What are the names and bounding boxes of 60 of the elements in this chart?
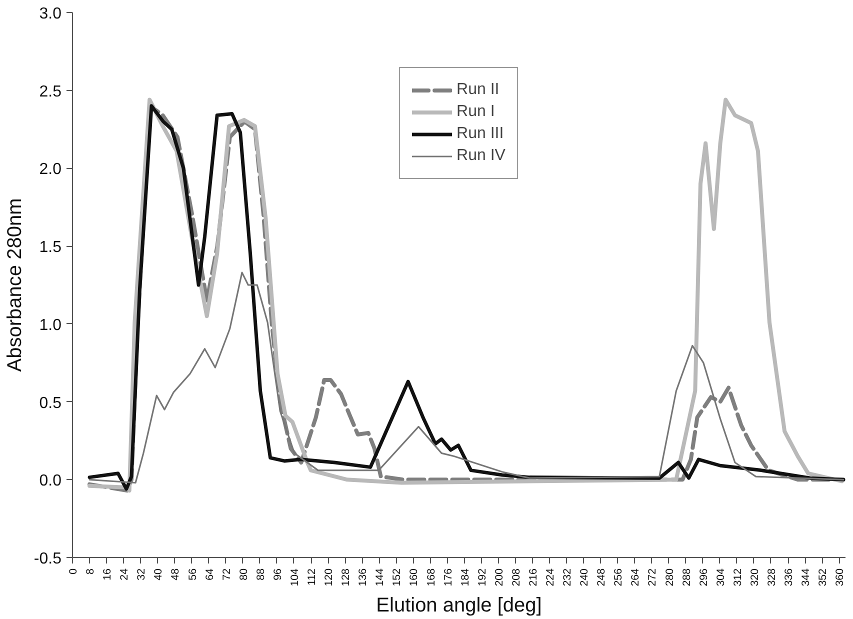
x-tick-label: 248 [596, 568, 608, 586]
x-tick-label: 56 [186, 568, 199, 580]
x-tick-label: 296 [698, 568, 710, 586]
x-tick-label: 312 [732, 568, 744, 586]
x-tick-label: 120 [323, 568, 336, 586]
x-tick-label: 288 [680, 568, 693, 586]
legend-label: Run III [456, 125, 504, 143]
x-axis-title: Elution angle [deg] [376, 594, 542, 616]
x-tick-label: 48 [170, 568, 182, 580]
x-tick-label: 8 [84, 568, 97, 574]
x-tick-label: 264 [630, 568, 642, 586]
x-tick-label: 176 [442, 568, 454, 586]
x-tick-label: 320 [748, 568, 761, 586]
x-tick-label: 16 [102, 568, 114, 580]
x-tick-label: 200 [493, 568, 506, 586]
x-tick-label: 352 [817, 568, 830, 586]
y-tick-label: 3.0 [39, 6, 62, 22]
x-tick-label: 328 [766, 568, 778, 586]
x-tick-label: 360 [834, 568, 846, 586]
x-tick-label: 96 [272, 568, 284, 580]
x-tick-label: 112 [306, 568, 318, 586]
x-tick-label: 336 [783, 568, 796, 586]
x-tick-label: 32 [136, 568, 148, 580]
x-tick-label: 160 [408, 568, 420, 586]
x-tick-label: 232 [562, 568, 574, 586]
x-tick-label: 184 [459, 568, 472, 586]
x-tick-label: 88 [254, 568, 267, 580]
y-tick-label: 2.0 [39, 161, 62, 178]
x-tick-label: 80 [238, 568, 250, 580]
y-tick-label: 1.5 [39, 239, 62, 256]
y-tick-label: 2.5 [39, 83, 62, 100]
x-tick-label: 168 [425, 568, 438, 586]
x-tick-label: 64 [204, 568, 216, 580]
x-tick-label: 280 [664, 568, 676, 586]
x-tick-label: 136 [357, 568, 370, 586]
legend-label: Run I [456, 103, 495, 121]
x-tick-label: 256 [612, 568, 625, 586]
x-tick-label: 240 [578, 568, 591, 586]
x-tick-label: 224 [544, 568, 557, 586]
legend-label: Run IV [456, 147, 506, 165]
x-tick-label: 72 [220, 568, 233, 580]
x-tick-label: 304 [714, 568, 727, 586]
y-tick-label: 0.0 [39, 472, 62, 490]
x-tick-label: 24 [118, 568, 131, 580]
x-tick-label: 40 [152, 568, 165, 580]
y-tick-label: 1.0 [39, 316, 62, 334]
legend-label: Run II [456, 81, 500, 99]
y-axis-title: Absorbance 280nm [4, 198, 26, 372]
y-tick-label: 0.5 [39, 394, 62, 412]
x-tick-label: 144 [374, 568, 386, 586]
y-tick-label: -0.5 [34, 550, 62, 568]
x-tick-label: 272 [646, 568, 659, 586]
x-tick-label: 216 [527, 568, 540, 586]
x-tick-label: 104 [288, 568, 301, 586]
x-tick-label: 344 [800, 568, 812, 586]
x-tick-label: 152 [391, 568, 404, 586]
x-tick-label: 0 [68, 568, 80, 574]
x-tick-label: 192 [476, 568, 488, 586]
x-tick-label: 208 [510, 568, 522, 586]
x-tick-label: 128 [340, 568, 352, 586]
